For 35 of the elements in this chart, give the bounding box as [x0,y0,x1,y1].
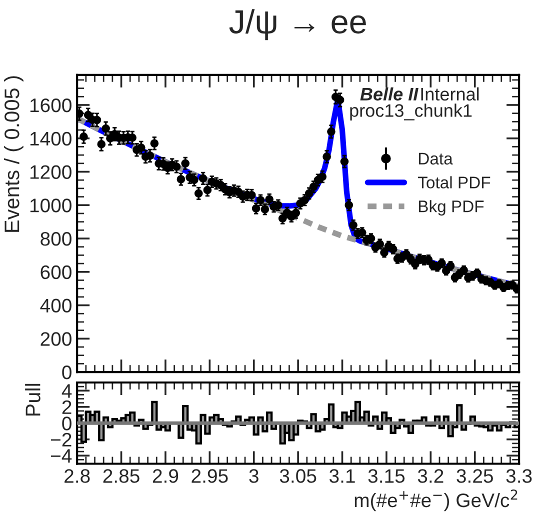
legend-label: Bkg PDF [419,200,484,216]
x-tick-label: 3.2 [418,469,444,483]
y-tick-label: 400 [40,298,72,313]
x-tick-label: 3.1 [329,469,355,483]
y-tick-label: 4 [62,384,72,398]
y-axis-title: Events / ( 0.005 ) [4,76,24,232]
y-tick-label: 1000 [30,198,72,212]
x-tick-label: 3 [249,469,258,483]
y-tick-label: 0 [62,366,72,380]
y-axis-title: Pull [25,384,40,416]
annotation: Internal [421,87,479,101]
x-axis-title: m(#e$^{+}$#e$^{−}$) GeV/c$^{2}$ [354,490,518,512]
y-tick-label: −4 [51,449,72,463]
legend-label: Total PDF [418,176,490,188]
y-tick-label: 1200 [30,165,72,179]
annotation: proc13_chunk1 [350,104,472,120]
x-tick-label: 3.15 [368,469,405,483]
x-tick-label: 3.25 [456,469,493,483]
x-tick-label: 3.05 [280,469,316,483]
y-tick-label: −2 [51,432,72,446]
x-tick-label: 3.3 [506,469,532,483]
x-tick-label: 2.9 [152,469,178,483]
y-tick-label: 0 [62,416,72,430]
x-tick-label: 2.95 [192,469,228,483]
y-tick-label: 800 [40,232,72,246]
x-tick-label: 2.8 [64,469,90,483]
chart-title: J/ψ → ee [229,9,366,40]
annotation: Belle II [360,87,418,101]
y-tick-label: 200 [40,332,72,346]
x-tick-label: 2.85 [103,469,140,483]
y-tick-label: 600 [40,265,72,280]
y-tick-label: 1600 [30,98,72,112]
y-tick-label: 2 [62,400,72,414]
legend-label: Data [419,152,453,165]
y-tick-label: 1400 [30,132,72,146]
